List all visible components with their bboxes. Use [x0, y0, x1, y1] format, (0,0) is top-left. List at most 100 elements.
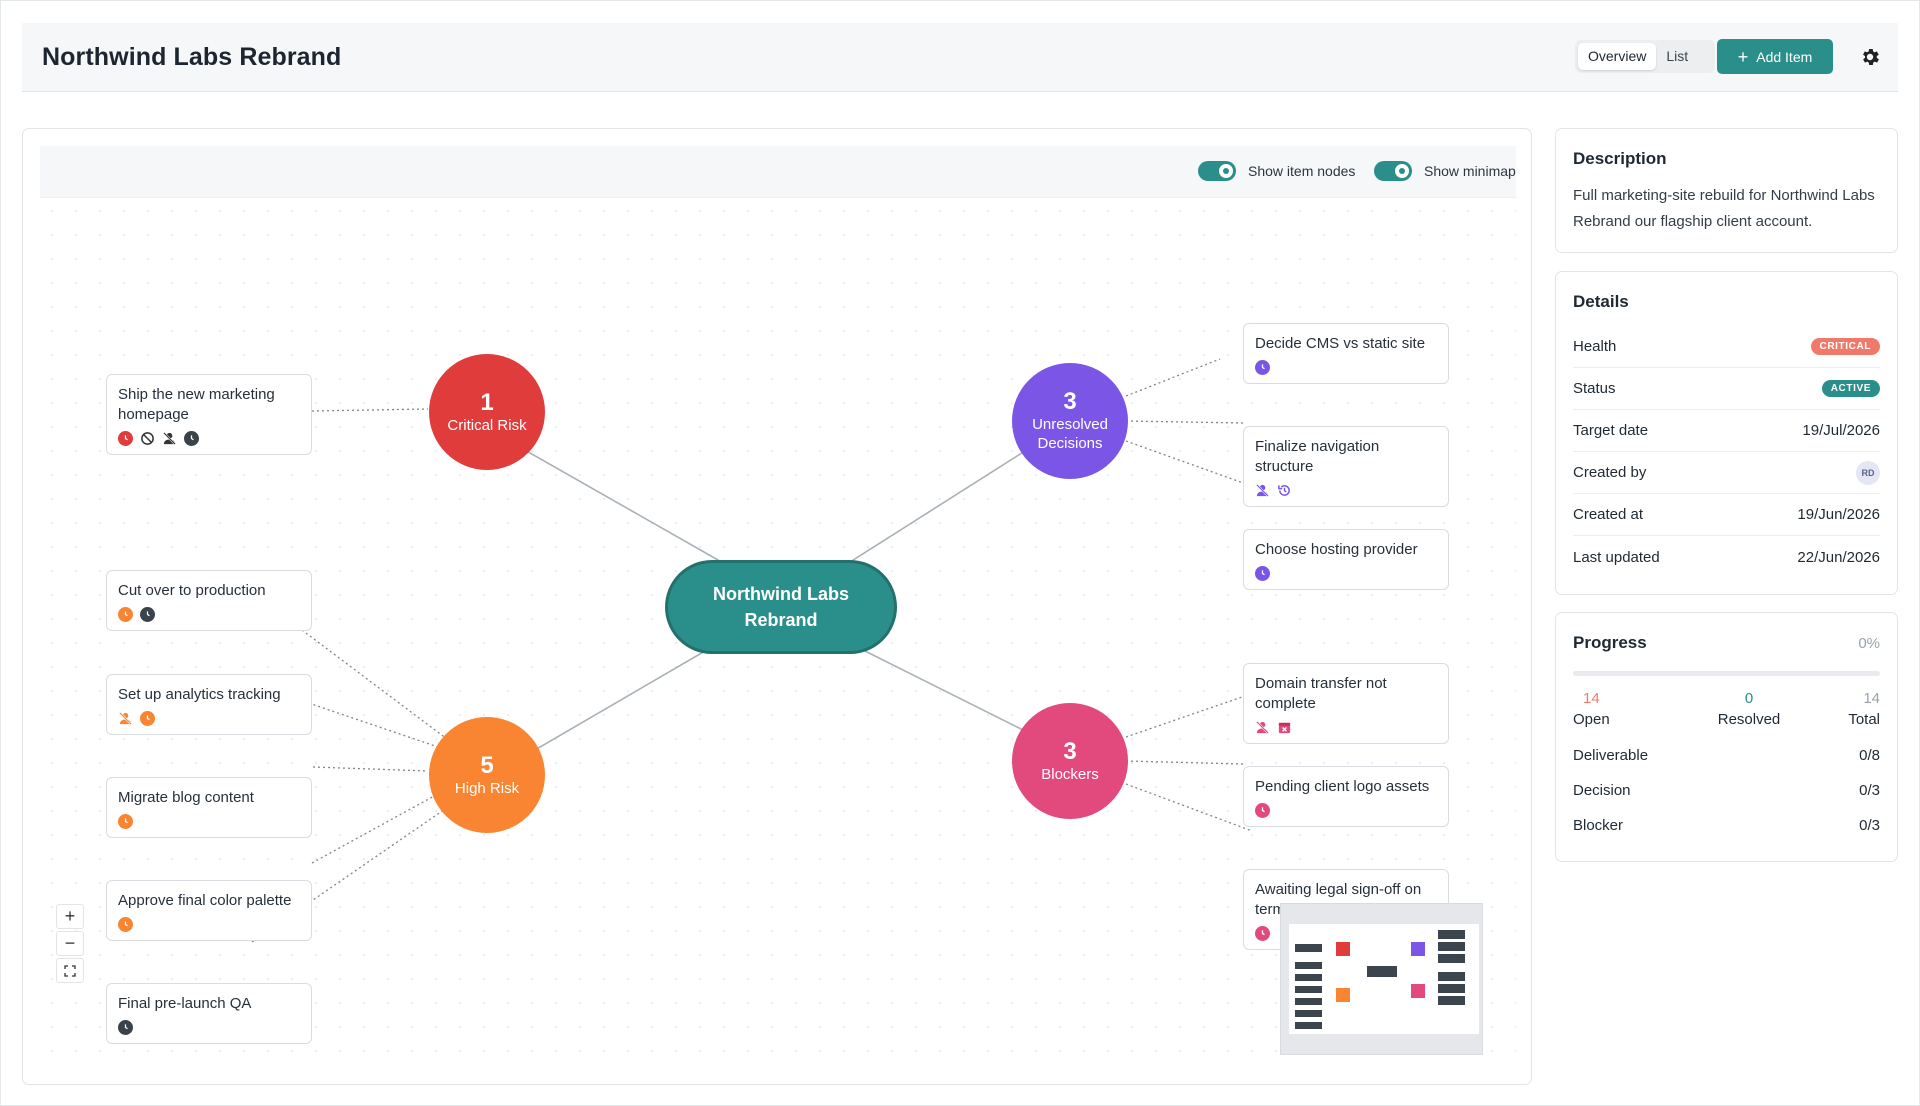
description-card: Description Full marketing-site rebuild … [1555, 128, 1898, 253]
graph-canvas[interactable]: Northwind Labs Rebrand 1 Critical Risk 3… [40, 199, 1516, 1069]
item-title: Ship the new marketing homepage [118, 386, 275, 423]
hub-decisions-count: 3 [1063, 388, 1077, 415]
progress-card: Progress 0% 14 Open 0 Resolved 14 Total … [1555, 612, 1898, 862]
detail-label: Health [1573, 338, 1617, 355]
total-label: Total [1848, 711, 1880, 728]
type-label: Deliverable [1573, 747, 1649, 764]
total-count: 14 [1863, 690, 1880, 707]
item-title: Final pre-launch QA [118, 995, 252, 1012]
details-title: Details [1573, 292, 1629, 311]
blocked-icon [140, 431, 155, 446]
detail-last-updated: Last updated 22/Jun/2026 [1573, 536, 1880, 578]
toggle-item-nodes-label: Show item nodes [1248, 163, 1356, 179]
center-node[interactable]: Northwind Labs Rebrand [665, 560, 897, 654]
hub-unresolved-decisions[interactable]: 3 Unresolved Decisions [1012, 363, 1128, 479]
calendar-overdue-icon [1277, 720, 1292, 735]
item-card[interactable]: Approve final color palette [106, 880, 312, 941]
item-card[interactable]: Choose hosting provider [1243, 529, 1449, 590]
item-card[interactable]: Final pre-launch QA [106, 983, 312, 1044]
tab-overview[interactable]: Overview [1578, 43, 1657, 70]
center-node-label: Northwind Labs Rebrand [713, 584, 849, 630]
fit-view-button[interactable] [56, 958, 84, 983]
edge-center-blockers [864, 650, 1026, 732]
toggle-item-nodes-group: Show item nodes [1198, 161, 1355, 181]
unassigned-user-icon [1255, 720, 1270, 735]
edge-center-decisions [849, 450, 1026, 563]
graph-panel: Show item nodes Show minimap [22, 128, 1532, 1085]
clock-icon [118, 606, 133, 622]
hub-high-count: 5 [480, 751, 494, 779]
add-item-button[interactable]: + Add Item [1717, 39, 1833, 74]
minimap[interactable] [1280, 903, 1483, 1055]
clock-icon [1255, 802, 1270, 818]
item-title: Approve final color palette [118, 892, 292, 909]
tab-list[interactable]: List [1666, 48, 1689, 64]
add-item-label: Add Item [1756, 48, 1813, 65]
item-card[interactable]: Migrate blog content [106, 777, 312, 838]
detail-label: Created by [1573, 464, 1647, 481]
detail-value: 22/Jun/2026 [1797, 548, 1880, 566]
gear-icon[interactable] [1859, 46, 1881, 68]
item-card[interactable]: Pending client logo assets [1243, 766, 1449, 827]
clock-icon [118, 916, 133, 932]
progress-percent: 0% [1858, 634, 1880, 652]
item-title: Cut over to production [118, 582, 266, 599]
status-badge: ACTIVE [1821, 380, 1880, 397]
hub-decisions-label: Unresolved Decisions [1032, 416, 1108, 452]
item-card[interactable]: Set up analytics tracking [106, 674, 312, 735]
hub-blockers[interactable]: 3 Blockers [1012, 703, 1128, 819]
hub-blockers-label: Blockers [1041, 765, 1099, 783]
clock-icon [118, 813, 133, 829]
progress-bar [1573, 671, 1880, 676]
progress-type-row: Deliverable 0/8 [1573, 738, 1880, 773]
zoom-in-button[interactable]: + [56, 904, 84, 929]
type-value: 0/3 [1859, 782, 1880, 799]
toggle-minimap-group: Show minimap [1374, 161, 1516, 181]
item-card[interactable]: Cut over to production [106, 570, 312, 631]
detail-target-date: Target date 19/Jul/2026 [1573, 410, 1880, 452]
toggle-minimap[interactable] [1374, 161, 1412, 181]
unassigned-user-icon [162, 431, 177, 446]
detail-health: Health CRITICAL [1573, 326, 1880, 368]
item-card[interactable]: Domain transfer not complete [1243, 663, 1449, 744]
clock-icon [140, 606, 155, 622]
detail-status: Status ACTIVE [1573, 368, 1880, 410]
item-title: Finalize navigation structure [1255, 438, 1380, 475]
item-card[interactable]: Decide CMS vs static site [1243, 323, 1449, 384]
details-card: Details Health CRITICAL Status ACTIVE Ta… [1555, 271, 1898, 595]
stat-total: 14 Total [1848, 690, 1880, 728]
description-title: Description [1573, 149, 1667, 168]
avatar[interactable]: RD [1856, 460, 1880, 485]
clock-icon [140, 710, 155, 726]
clock-icon [118, 430, 133, 446]
unassigned-user-icon [118, 711, 133, 726]
resolved-label: Resolved [1717, 711, 1781, 728]
hub-high-risk[interactable]: 5 High Risk [429, 717, 545, 833]
clock-icon [1255, 565, 1270, 581]
item-title: Pending client logo assets [1255, 778, 1430, 795]
detail-created-by: Created by RD [1573, 452, 1880, 494]
toggle-item-nodes[interactable] [1198, 161, 1236, 181]
view-switch: Overview List [1575, 40, 1715, 73]
stat-open: 14 Open [1573, 690, 1610, 728]
detail-label: Target date [1573, 422, 1649, 439]
hub-critical-risk[interactable]: 1 Critical Risk [429, 354, 545, 470]
detail-value: 19/Jul/2026 [1802, 422, 1880, 439]
item-title: Migrate blog content [118, 789, 254, 806]
open-label: Open [1573, 711, 1610, 728]
hub-critical-count: 1 [480, 388, 494, 416]
clock-icon [184, 430, 199, 446]
zoom-out-button[interactable]: − [56, 931, 84, 956]
type-value: 0/8 [1859, 747, 1880, 764]
resolved-count: 0 [1744, 690, 1754, 707]
item-title: Choose hosting provider [1255, 541, 1418, 558]
description-text: Full marketing-site rebuild for Northwin… [1573, 187, 1875, 230]
stat-resolved: 0 Resolved [1718, 690, 1781, 728]
item-card[interactable]: Finalize navigation structure [1243, 426, 1449, 507]
clock-icon [118, 1019, 133, 1035]
item-card[interactable]: Ship the new marketing homepage [106, 374, 312, 455]
type-label: Blocker [1573, 817, 1624, 834]
hub-high-label: High Risk [454, 779, 520, 797]
plus-icon: + [1737, 46, 1749, 67]
